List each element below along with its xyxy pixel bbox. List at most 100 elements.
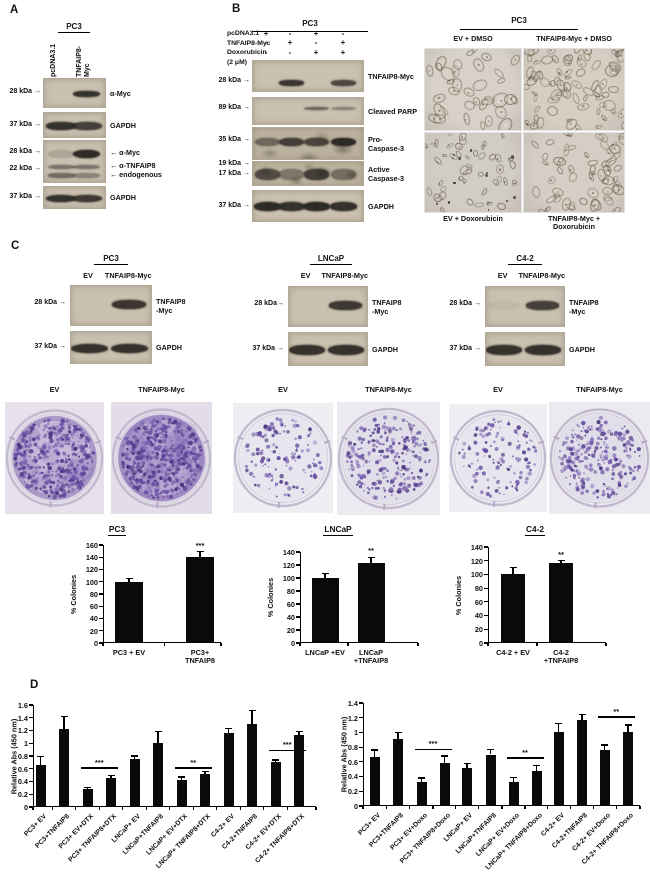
- western-blot: [288, 286, 368, 327]
- error-bar: [128, 578, 130, 582]
- protein-band: [304, 137, 330, 147]
- y-tick-label: 1.6: [17, 700, 28, 710]
- x-tick-label: C4-2: [553, 647, 569, 657]
- y-tick: [99, 544, 103, 546]
- x-tick: [615, 806, 617, 810]
- sig-line: [597, 716, 635, 718]
- band-label: -Myc: [156, 305, 173, 315]
- y-tick: [484, 546, 488, 548]
- colony-dish: [5, 402, 104, 514]
- y-tick: [359, 775, 363, 778]
- error-bar: [133, 756, 136, 760]
- error-bar-cap: [295, 730, 303, 732]
- panel-d-letter: D: [30, 679, 39, 691]
- band-label: Cleaved PARP: [368, 106, 417, 116]
- sig-label: ***: [428, 739, 438, 749]
- kda-label: 89 kDa →: [218, 103, 250, 111]
- chart-title: PC3: [107, 524, 127, 536]
- y-tick: [99, 568, 103, 571]
- error-bar: [397, 732, 399, 740]
- bar: [153, 743, 163, 807]
- sig-line: [174, 767, 212, 769]
- western-blot: [485, 332, 565, 366]
- band-label: GAPDH: [368, 201, 394, 211]
- y-tick-label: 120: [85, 565, 98, 575]
- x-tick: [75, 807, 77, 811]
- y-tick: [29, 704, 33, 706]
- protein-band: [303, 201, 331, 211]
- sig-label: **: [368, 546, 374, 556]
- condition-label: (2 μM): [227, 58, 248, 66]
- chart-title: C4-2: [525, 524, 545, 536]
- y-tick-label: 60: [286, 599, 295, 609]
- y-tick: [359, 717, 363, 719]
- y-tick-label: 160: [85, 540, 98, 550]
- sig-line: [80, 767, 118, 769]
- condition-symbol: +: [313, 28, 319, 38]
- apoptotic-speck: [436, 202, 439, 205]
- micro-image: [523, 132, 625, 213]
- colony-dish: [449, 404, 547, 512]
- x-tick-label: C4-2 + EV: [496, 647, 530, 657]
- panel-b-letter: B: [232, 3, 241, 15]
- x-tick: [362, 806, 364, 810]
- cell-line-header: LNCaP: [310, 254, 352, 265]
- bar: [294, 734, 304, 807]
- bar: [223, 733, 234, 807]
- kda-label: 28 kDa →: [218, 77, 250, 85]
- cell-line-header: PC3: [511, 16, 527, 25]
- error-bar-cap: [371, 749, 378, 751]
- kda-label: 37 kDa →: [9, 193, 41, 200]
- panel-c-letter: C: [11, 240, 20, 252]
- bar: [501, 574, 525, 643]
- x-tick: [98, 807, 100, 811]
- western-blot: [43, 78, 106, 108]
- micro-image: [523, 48, 625, 131]
- band-label: Active: [368, 164, 390, 174]
- protein-band: [73, 164, 101, 169]
- western-blot: [485, 286, 565, 327]
- y-tick: [484, 614, 488, 617]
- band-label: TNFAIP8: [156, 296, 186, 306]
- protein-band: [331, 169, 357, 180]
- error-bar-cap: [37, 756, 44, 758]
- x-tick: [417, 643, 419, 647]
- x-tick-label: PC3+: [190, 647, 210, 657]
- y-tick-label: 1: [353, 728, 358, 738]
- protein-band: [278, 79, 304, 86]
- chart-plot: [488, 547, 606, 643]
- protein-band: [526, 301, 560, 310]
- bar: [531, 770, 542, 806]
- condition-symbol: -: [288, 28, 292, 38]
- bar: [599, 750, 610, 806]
- condition-symbol: +: [313, 47, 319, 57]
- x-tick-label: LNCaP+ EV+Doxo: [474, 812, 521, 859]
- error-bar: [512, 567, 514, 575]
- y-tick-label: 20: [474, 625, 483, 635]
- cell-line-header: PC3: [58, 22, 90, 33]
- error-bar-cap: [487, 748, 494, 751]
- y-tick: [484, 587, 488, 589]
- protein-band: [277, 201, 305, 211]
- y-tick-label: 0.8: [347, 742, 358, 752]
- condition-symbol: +: [340, 47, 346, 57]
- bar: [508, 781, 519, 806]
- error-bar: [443, 755, 446, 764]
- error-bar-cap: [201, 770, 209, 772]
- y-tick-label: 140: [85, 553, 98, 563]
- error-bar-cap: [441, 755, 448, 757]
- y-tick: [359, 731, 363, 734]
- bar: [200, 773, 210, 807]
- western-blot: [252, 127, 364, 160]
- y-tick-label: 0.8: [17, 751, 28, 761]
- condition-symbol: -: [264, 38, 268, 47]
- blot-smear: [256, 146, 283, 159]
- y-tick-label: 0.2: [17, 790, 28, 800]
- colony-dish: [337, 402, 440, 515]
- apoptotic-speck: [447, 201, 451, 204]
- band-label: GAPDH: [372, 344, 398, 354]
- band-label: Caspase-3: [368, 143, 404, 153]
- y-tick-label: 40: [474, 611, 483, 621]
- x-tick-label: LNCaP+ EV+DTX: [144, 813, 189, 857]
- protein-band: [71, 122, 102, 130]
